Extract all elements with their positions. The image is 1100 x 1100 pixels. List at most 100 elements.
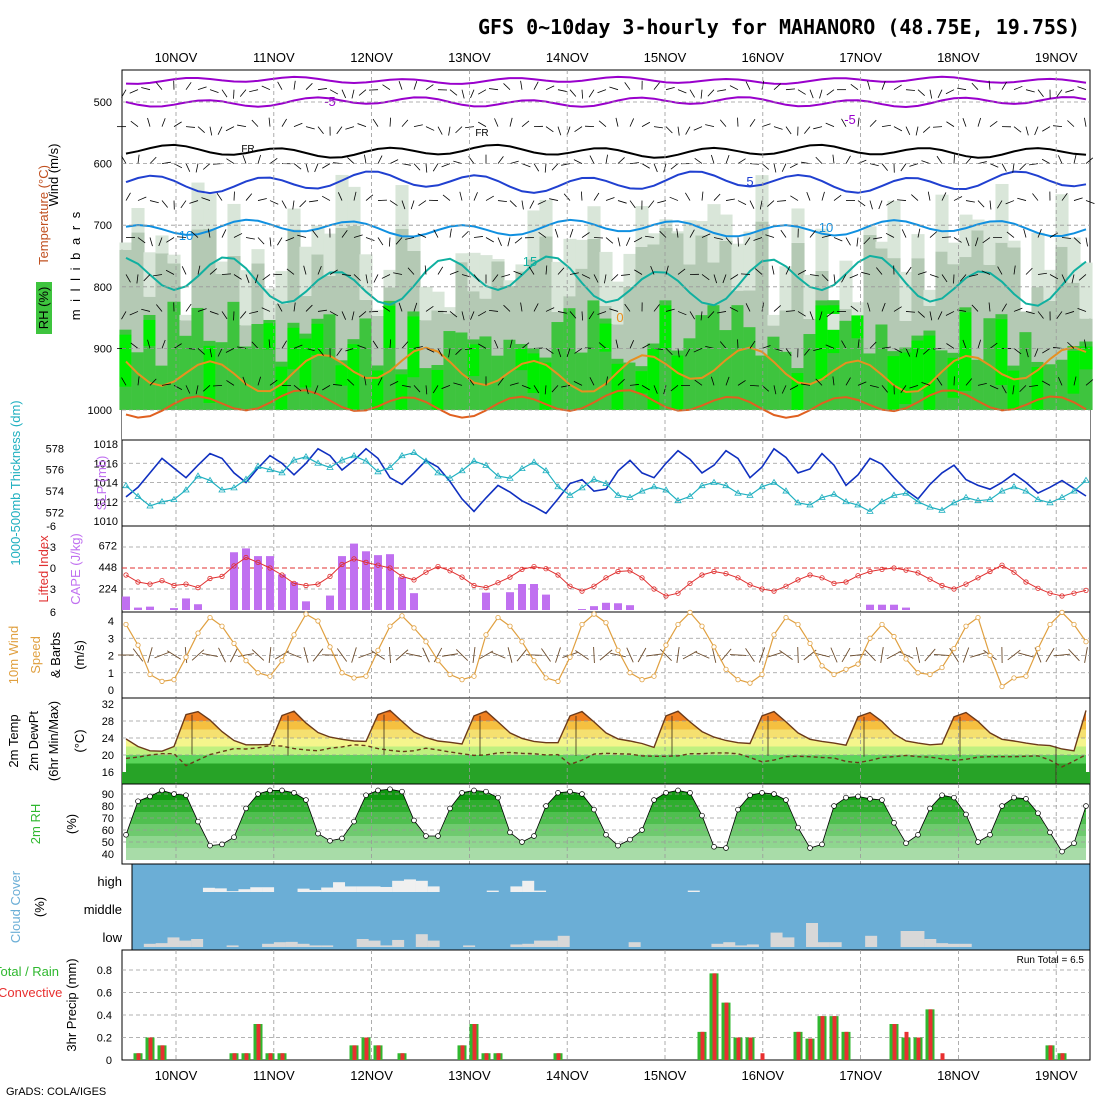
pressure-tick: 600 <box>94 159 112 171</box>
wind-barb <box>929 89 933 99</box>
rh-shade <box>1019 332 1033 410</box>
wind-barb <box>225 126 235 132</box>
wind-barb <box>1001 81 1007 90</box>
wind-barb <box>245 237 255 240</box>
rh2m-point <box>663 790 669 796</box>
wind-barb <box>353 234 363 238</box>
wind10m-point <box>483 632 489 638</box>
lifted-index-point <box>327 573 333 580</box>
wind-barb <box>1078 274 1087 281</box>
cape-bar <box>170 608 178 610</box>
bottom-date-label: 19NOV <box>1035 1068 1078 1083</box>
wind-barb <box>388 237 391 247</box>
wind10m-point <box>723 666 729 672</box>
rh2m-point <box>867 796 873 802</box>
wind-barb <box>197 126 205 133</box>
rh2m-point <box>543 803 549 809</box>
wind-barb <box>538 232 547 238</box>
lifted-index-point <box>1023 579 1029 585</box>
wind-barb <box>857 381 867 386</box>
wind-barb <box>665 308 675 312</box>
wind-barb <box>161 383 171 386</box>
wind10m-point <box>1035 645 1041 652</box>
rh-shade <box>527 210 541 260</box>
wind-barb <box>501 274 511 278</box>
wind-barb <box>305 83 313 90</box>
wind10m-point <box>627 670 633 676</box>
rh-shade <box>863 226 877 235</box>
wind-barb <box>785 266 791 275</box>
wind-barb <box>545 126 554 133</box>
wind-barb <box>551 163 559 171</box>
wind-barb-10m <box>1007 649 1021 661</box>
chart-title: GFS 0~10day 3-hourly for MAHANORO (48.75… <box>478 15 1080 39</box>
li-axis: -6 -3 0 3 6 224 448 672 <box>46 521 117 619</box>
wind10m-point <box>399 613 405 619</box>
thickness-point <box>554 483 562 490</box>
rh2m-point <box>855 793 861 800</box>
top-date-label: 12NOV <box>350 50 393 65</box>
cloud-low-bar <box>912 931 925 947</box>
rh-shade <box>275 271 289 304</box>
wind-barb <box>915 126 919 136</box>
wind-barb <box>197 265 201 275</box>
cloud-high-bar <box>202 887 215 892</box>
wind-barb <box>358 89 367 96</box>
wind-barb-10m <box>758 647 766 663</box>
wind-barb <box>845 237 851 246</box>
wind-barb <box>249 311 259 314</box>
rh-shade <box>911 234 925 259</box>
rh2m-point <box>471 787 477 794</box>
wind-barb <box>1023 228 1027 238</box>
isotherm-label: 10 <box>819 220 833 235</box>
wind-barb <box>665 126 673 134</box>
wind-barb <box>989 384 999 390</box>
wind-barb <box>158 237 163 247</box>
wind-barb <box>358 311 367 318</box>
lifted-index-point <box>771 588 777 594</box>
wind-barb <box>790 195 799 201</box>
wind-axis-label: Wind (m/s) <box>46 144 61 207</box>
cloud-high-bar <box>238 889 251 892</box>
wind-barb <box>509 117 513 127</box>
wind-barb <box>242 376 247 386</box>
rh-tick: 60 <box>102 825 114 837</box>
wind-barb <box>705 124 715 128</box>
thickness-point <box>650 483 658 490</box>
wind10m-point <box>687 609 693 615</box>
wind-barb <box>489 309 499 312</box>
wind-barb <box>589 155 595 164</box>
wind-barb <box>528 266 535 275</box>
isotherm-label: FR <box>241 144 254 155</box>
wind-barb <box>881 163 888 171</box>
minmax-label: (6hr Min/Max) <box>46 701 61 781</box>
thickness-point <box>494 472 502 479</box>
wind-barb-10m <box>660 649 672 661</box>
thickness-point <box>182 486 190 493</box>
wind-barb <box>789 385 799 390</box>
lifted-index-point <box>927 576 933 582</box>
rh2m-point <box>159 787 165 794</box>
rh-shade <box>743 327 757 410</box>
wind-barb <box>617 378 625 386</box>
millibars-label: m i l l i b a r s <box>68 210 83 321</box>
rh-shade <box>323 233 337 276</box>
wind-barb <box>453 382 463 386</box>
wind-barb <box>665 86 675 91</box>
rh2m-point <box>651 797 657 803</box>
lifted-index-point <box>915 570 921 576</box>
wind-barb <box>509 339 513 349</box>
wind-barb <box>537 200 547 205</box>
precip-conv-bar <box>136 1053 141 1060</box>
wind-barb <box>149 156 157 164</box>
wind-barb <box>773 83 781 90</box>
li-tick: 6 <box>50 607 56 619</box>
wind10m-point <box>615 647 621 653</box>
wind-barb <box>670 163 679 170</box>
wind-barb <box>333 384 343 386</box>
precip-conv-bar <box>472 1024 477 1060</box>
cloud-bars <box>143 879 972 947</box>
rh-shade <box>827 313 841 330</box>
rh-shade <box>611 281 625 325</box>
